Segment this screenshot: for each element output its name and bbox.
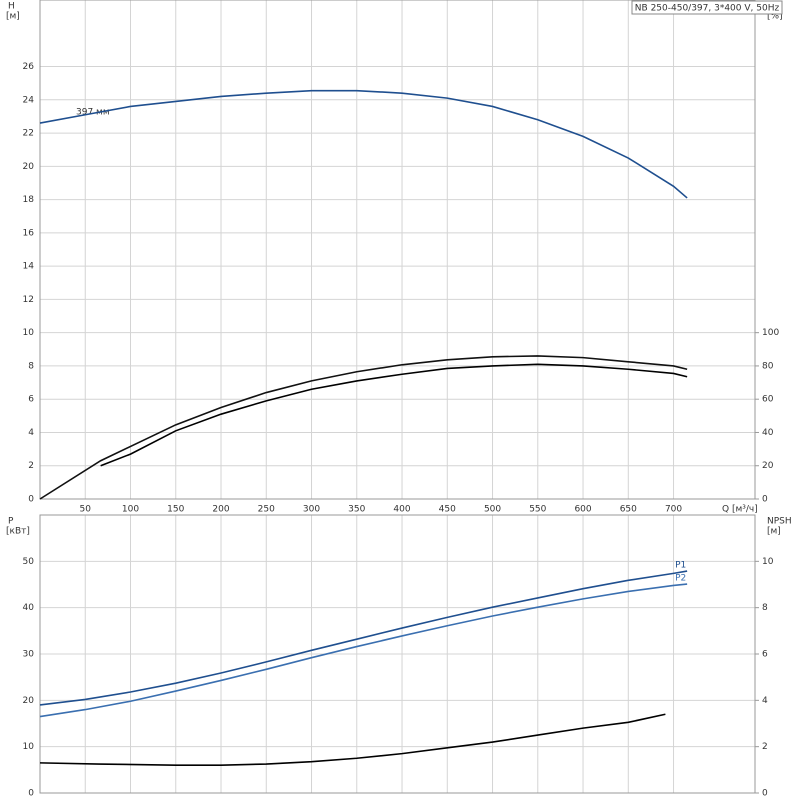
y2-tick-label: 100 — [762, 328, 779, 338]
y-tick-label: 20 — [23, 162, 35, 172]
y-tick-label: 30 — [23, 650, 35, 660]
y-tick-label: 40 — [23, 603, 35, 613]
y2-tick-label: 0 — [762, 495, 768, 505]
y2-axis-label: NPSH — [767, 517, 792, 527]
y-tick-label: 0 — [28, 789, 34, 799]
y2-tick-label: 40 — [762, 428, 774, 438]
y2-tick-label: 2 — [762, 742, 768, 752]
curve — [39, 89, 688, 199]
x-tick-label: 300 — [303, 505, 320, 515]
curve-label: P2 — [675, 574, 686, 584]
y-tick-label: 16 — [23, 228, 35, 238]
y-tick-label: 26 — [23, 62, 35, 72]
curve — [39, 355, 688, 500]
y2-tick-label: 0 — [762, 789, 768, 799]
y-tick-label: 10 — [23, 328, 35, 338]
y-axis-label: H — [8, 2, 15, 12]
x-axis-label: Q [м³/ч] — [722, 505, 758, 515]
y-tick-label: 10 — [23, 742, 35, 752]
y-tick-label: 4 — [28, 428, 34, 438]
x-tick-label: 600 — [574, 505, 591, 515]
y-tick-label: 22 — [23, 129, 34, 139]
y-tick-label: 14 — [23, 262, 35, 272]
x-tick-label: 450 — [439, 505, 456, 515]
y-tick-label: 18 — [23, 195, 35, 205]
curve — [39, 713, 666, 766]
curve-label: P1 — [675, 561, 686, 571]
y2-tick-label: 4 — [762, 696, 768, 706]
y2-tick-label: 60 — [762, 395, 774, 405]
y-tick-label: 8 — [28, 361, 34, 371]
y2-tick-label: 80 — [762, 361, 774, 371]
title-text: NB 250-450/397, 3*400 V, 50Hz — [635, 4, 780, 14]
y2-tick-label: 8 — [762, 603, 768, 613]
x-tick-label: 550 — [529, 505, 546, 515]
y2-axis-unit: [м] — [767, 527, 781, 537]
curve — [39, 583, 688, 718]
plot-frame — [39, 0, 756, 500]
y2-tick-label: 10 — [762, 557, 774, 567]
x-tick-label: 350 — [348, 505, 365, 515]
title-box — [631, 0, 783, 15]
x-tick-label: 700 — [665, 505, 682, 515]
annotation: 397 мм — [76, 108, 110, 118]
y-axis-unit: [кВт] — [6, 527, 30, 537]
y-tick-label: 2 — [28, 461, 34, 471]
curve — [100, 363, 688, 467]
y-tick-label: 20 — [23, 696, 35, 706]
y-tick-label: 50 — [23, 557, 35, 567]
x-tick-label: 100 — [122, 505, 139, 515]
x-tick-label: 50 — [80, 505, 92, 515]
y-axis-unit: [м] — [6, 12, 20, 22]
plot-frame — [39, 514, 756, 794]
x-tick-label: 200 — [212, 505, 229, 515]
y-tick-label: 6 — [28, 395, 34, 405]
curve — [39, 570, 688, 706]
y-tick-label: 24 — [23, 95, 35, 105]
y-axis-label: P — [8, 517, 14, 527]
x-tick-label: 400 — [393, 505, 410, 515]
y2-tick-label: 6 — [762, 650, 768, 660]
y-tick-label: 0 — [28, 495, 34, 505]
y2-tick-label: 20 — [762, 461, 774, 471]
x-tick-label: 500 — [484, 505, 501, 515]
y2-axis-unit: [%] — [767, 12, 783, 22]
y-tick-label: 12 — [23, 295, 34, 305]
x-tick-label: 250 — [258, 505, 275, 515]
x-tick-label: 650 — [620, 505, 637, 515]
x-tick-label: 150 — [167, 505, 184, 515]
